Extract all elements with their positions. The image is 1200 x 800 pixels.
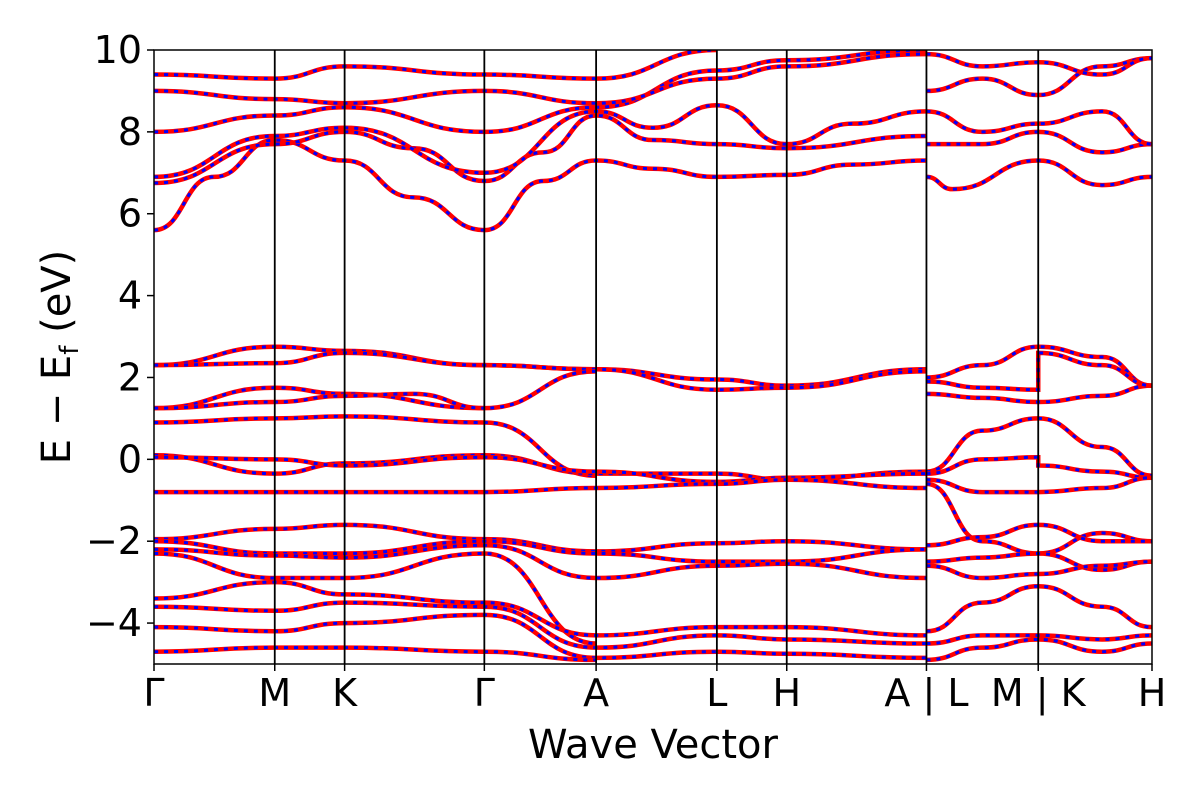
band-line-spin-down [926, 637, 1152, 662]
y-tick-label: 2 [118, 355, 142, 399]
band-line-spin-up [926, 475, 1152, 495]
y-axis-ticks: 10 8 6 4 2 0 −2 −4 [86, 28, 154, 645]
x-tick-label: A [583, 671, 609, 715]
band-line-spin-up [926, 109, 1152, 147]
x-axis-label: Wave Vector [528, 722, 779, 768]
y-axis-label-subscript: f [55, 345, 85, 355]
band-line-spin-down [154, 369, 597, 410]
band-line-spin-up [154, 477, 927, 495]
band-line-spin-down [154, 414, 597, 478]
y-tick-label: 4 [118, 274, 142, 318]
y-tick-label: −2 [86, 519, 142, 563]
x-tick-label: H [1138, 671, 1167, 715]
x-tick-label: K [332, 671, 358, 715]
band-line-spin-down [154, 52, 927, 105]
y-axis-label-main: E − E [34, 355, 80, 465]
band-line-spin-up [926, 637, 1152, 663]
band-line-spin-down [154, 601, 927, 650]
band-line-spin-up [154, 645, 597, 663]
bands-layer [154, 50, 1152, 663]
band-line-spin-down [926, 351, 1152, 392]
y-tick-label: 10 [94, 28, 142, 72]
x-tick-label: Γ [143, 671, 164, 715]
band-line-spin-up [926, 129, 1152, 155]
x-tick-label: Γ [474, 671, 495, 715]
y-axis-label: E − Ef (eV) [34, 250, 85, 465]
y-tick-label: 8 [118, 110, 142, 154]
band-line-spin-up [926, 158, 1152, 192]
k-point-lines [273, 50, 1040, 664]
band-line-spin-up [154, 612, 927, 661]
plot-frame [153, 49, 1153, 665]
y-tick-label: −4 [86, 601, 142, 645]
band-line-spin-down [926, 109, 1152, 146]
band-line-spin-up [926, 583, 1152, 634]
y-axis-label-unit: (eV) [34, 250, 80, 346]
band-line-spin-down [926, 345, 1152, 388]
x-tick-label: M | K [991, 671, 1087, 716]
band-line-spin-down [154, 113, 927, 185]
y-tick-label: 0 [118, 437, 142, 481]
x-tick-label: M [258, 671, 291, 715]
band-line-spin-up [926, 551, 1152, 573]
x-tick-label: A | L [884, 671, 968, 716]
x-tick-label: H [772, 671, 801, 715]
band-line-spin-down [154, 551, 597, 646]
y-tick-label: 6 [118, 192, 142, 236]
band-line-spin-down [154, 50, 717, 81]
band-line-spin-up [154, 137, 927, 233]
band-line-spin-down [154, 50, 927, 134]
band-line-spin-down [926, 56, 1152, 97]
band-line-spin-up [154, 600, 927, 650]
x-tick-label: L [706, 671, 727, 715]
band-line-spin-up [926, 455, 1152, 481]
